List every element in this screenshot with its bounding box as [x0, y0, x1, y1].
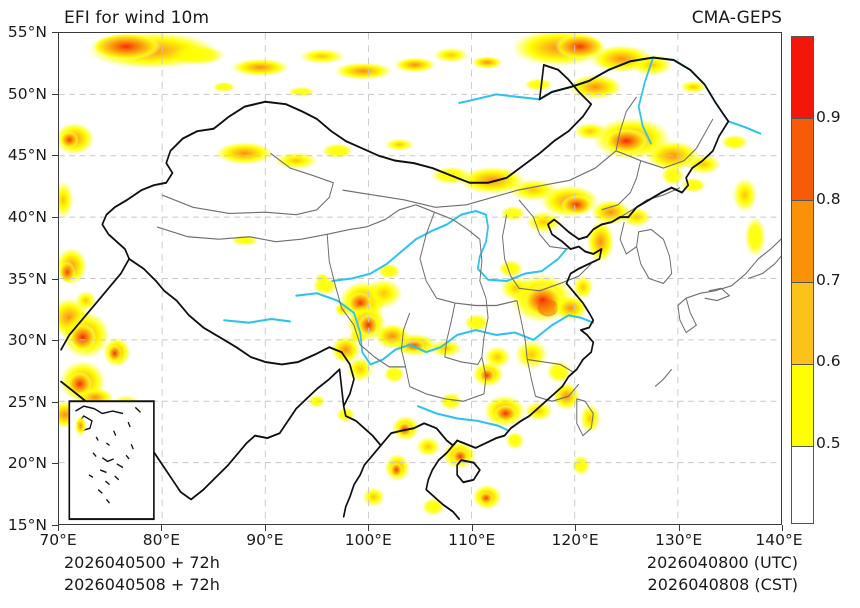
south-china-sea-inset [68, 400, 155, 521]
y-axis-label-15N: 15°N [7, 516, 47, 534]
y-axis-label-40N: 40°N [7, 207, 47, 226]
y-axis-label-55N: 55°N [7, 23, 47, 41]
y-tick-mark [52, 216, 58, 218]
y-axis-label-35N: 35°N [7, 269, 47, 288]
x-tick-mark [678, 525, 680, 531]
x-tick-mark [368, 525, 370, 531]
model-name-label: CMA-GEPS [691, 8, 782, 28]
x-tick-mark [575, 525, 577, 531]
y-tick-mark [52, 278, 58, 280]
x-axis-label-80E: 80°E [142, 531, 181, 549]
footer-valid-time-utc: 2026040800 (UTC) [646, 553, 798, 572]
colorbar-band-0.8-0.9 [792, 119, 813, 202]
map-plot-area[interactable] [58, 32, 782, 525]
province-borders-layer [156, 96, 781, 437]
y-axis-label-45N: 45°N [7, 146, 47, 165]
colorbar-tick-0.9: 0.9 [816, 108, 841, 127]
colorbar-tick-0.5: 0.5 [816, 433, 841, 452]
x-axis-label-100E: 100°E [344, 531, 392, 549]
colorbar-tick-0.7: 0.7 [816, 271, 841, 289]
x-tick-mark [471, 525, 473, 531]
colorbar-tick-0.8: 0.8 [816, 189, 841, 208]
efi-colorbar[interactable] [791, 36, 814, 524]
y-tick-mark [52, 32, 58, 33]
x-axis-label-90E: 90°E [246, 531, 284, 549]
national-borders-layer [60, 56, 730, 521]
y-axis-label-30N: 30°N [7, 331, 47, 350]
y-tick-mark [52, 155, 58, 157]
y-tick-mark [52, 525, 58, 526]
footer-init-time-utc: 2026040500 + 72h [64, 553, 220, 572]
colorbar-tick-0.6: 0.6 [816, 352, 841, 371]
x-tick-mark [58, 525, 59, 531]
x-axis-label-120E: 120°E [551, 531, 599, 549]
x-axis-label-70E: 70°E [39, 531, 77, 549]
grid-lines [59, 33, 781, 524]
chart-title: EFI for wind 10m [64, 8, 210, 28]
x-axis-label-140E: 140°E [755, 531, 803, 549]
efi-field [59, 33, 766, 516]
y-axis-label-50N: 50°N [7, 84, 47, 103]
y-axis-label-25N: 25°N [7, 392, 47, 411]
x-tick-mark [782, 525, 783, 531]
colorbar-band-below-0.5 [792, 447, 813, 523]
y-tick-mark [52, 401, 58, 403]
y-tick-mark [52, 463, 58, 465]
colorbar-band-0.9-1.0 [792, 37, 813, 120]
x-tick-mark [264, 525, 266, 531]
footer-valid-time-cst: 2026040808 (CST) [647, 575, 798, 594]
colorbar-band-0.6-0.7 [792, 283, 813, 366]
y-tick-mark [52, 93, 58, 95]
colorbar-band-0.5-0.6 [792, 365, 813, 448]
x-axis-label-130E: 130°E [655, 531, 703, 549]
colorbar-band-0.7-0.8 [792, 201, 813, 284]
footer-init-time-cst: 2026040508 + 72h [64, 575, 220, 594]
y-tick-mark [52, 340, 58, 342]
x-tick-mark [161, 525, 163, 531]
x-axis-label-110E: 110°E [448, 531, 496, 549]
y-axis-label-20N: 20°N [7, 454, 47, 473]
map-canvas [59, 33, 781, 524]
